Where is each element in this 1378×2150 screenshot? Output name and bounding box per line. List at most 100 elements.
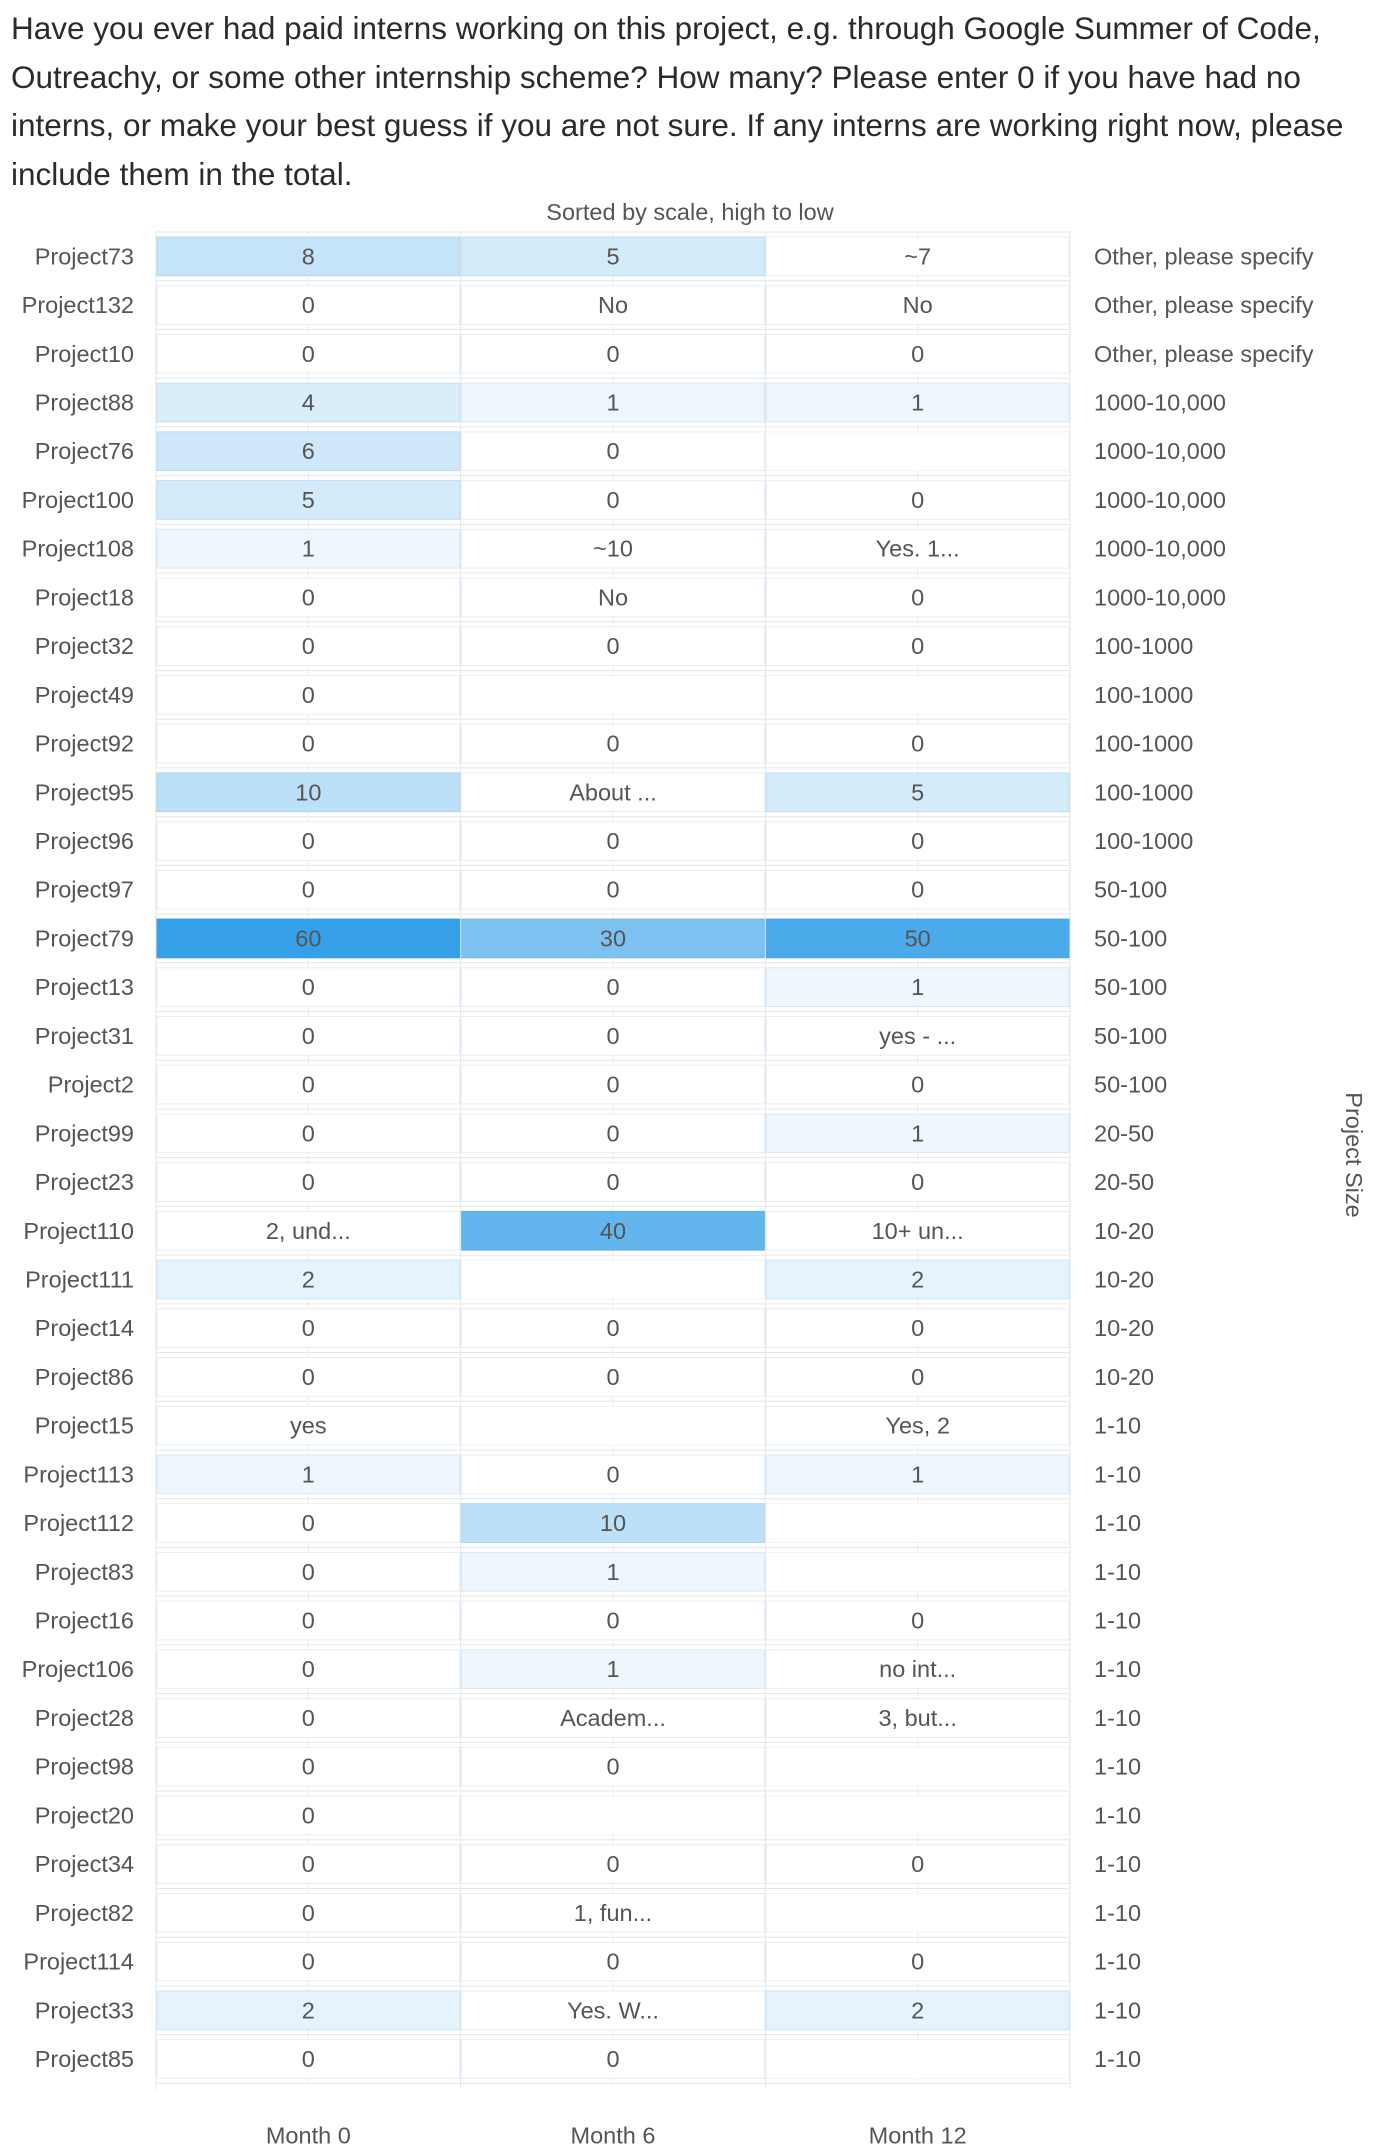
heatmap-cell: [156, 1844, 461, 1884]
column-label: Month 12: [869, 2122, 967, 2148]
size-label: 1-10: [1094, 2046, 1141, 2072]
size-label: 1-10: [1094, 1949, 1141, 1975]
size-label: 1-10: [1094, 1851, 1141, 1877]
cell-label: 4: [302, 390, 315, 416]
cell-label: 0: [302, 292, 315, 318]
cell-label: 0: [302, 1120, 315, 1146]
size-label: 10-20: [1094, 1266, 1154, 1292]
size-label: 1-10: [1094, 1559, 1141, 1585]
heatmap-cell: [461, 1649, 765, 1690]
row-label: Project13: [35, 974, 134, 1000]
cell-label: 0: [606, 1949, 619, 1975]
cell-label: ~10: [593, 536, 633, 562]
cell-label: 1: [911, 1461, 924, 1487]
heatmap-cell: [765, 1357, 1070, 1397]
row-label: Project76: [35, 438, 134, 464]
cell-label: No: [903, 292, 933, 318]
heatmap-cell: [461, 528, 765, 569]
cell-label: 0: [302, 1559, 315, 1585]
heatmap-cell: [765, 1162, 1070, 1202]
cell-label: 10: [295, 779, 321, 805]
cell-label: 2: [911, 1266, 924, 1292]
size-label: 50-100: [1094, 877, 1167, 903]
cell-label: no int...: [879, 1656, 956, 1682]
row-label: Project114: [23, 1949, 134, 1975]
row-label: Project23: [35, 1169, 134, 1195]
cell-label: 1: [911, 974, 924, 1000]
size-label: 1-10: [1094, 1997, 1141, 2023]
row-label: Project33: [35, 1997, 134, 2023]
heatmap-cell: [156, 1551, 461, 1592]
heatmap-cell: [461, 1016, 765, 1056]
heatmap-cell: [461, 821, 765, 861]
heatmap-cell-empty: [765, 1892, 1070, 1933]
heatmap-cell-empty: [765, 431, 1070, 472]
cell-label: 0: [302, 1510, 315, 1536]
cell-label: 5: [911, 779, 924, 805]
cell-label: 0: [302, 731, 315, 757]
heatmap-cell: [765, 480, 1070, 520]
cell-label: 2, und...: [266, 1218, 351, 1244]
column-label: Month 6: [571, 2122, 656, 2148]
heatmap-cell: [156, 1308, 461, 1349]
size-label: 1-10: [1094, 1754, 1141, 1780]
size-label: 20-50: [1094, 1169, 1154, 1195]
heatmap-cell: [765, 1308, 1070, 1349]
size-label: 1-10: [1094, 1413, 1141, 1439]
row-labels: Project73 Project132 Project10 Project88 Pro…: [22, 243, 134, 2072]
heatmap-cell: [461, 918, 765, 959]
cell-label: 0: [606, 1315, 619, 1341]
heatmap-cell: [156, 1454, 461, 1495]
size-label: 1-10: [1094, 1705, 1141, 1731]
cell-label: 0: [606, 2046, 619, 2072]
row-label: Project108: [22, 536, 134, 562]
row-label: Project15: [35, 1413, 134, 1439]
cell-label: Academ...: [560, 1705, 666, 1731]
row-label: Project106: [22, 1656, 134, 1682]
heatmap-cell: [461, 1113, 765, 1154]
heatmap-cell: [461, 1162, 765, 1202]
heatmap-cell: [765, 1698, 1070, 1738]
cell-label: 1: [302, 536, 315, 562]
heatmap-cell: [765, 285, 1070, 325]
cell-label: yes: [290, 1413, 327, 1439]
heatmap-cell: [461, 1844, 765, 1884]
heatmap-cell: [461, 431, 765, 472]
size-labels: Other, please specify Other, please speci…: [1094, 243, 1314, 2072]
row-label: Project95: [35, 779, 134, 805]
cell-label: 1: [606, 390, 619, 416]
cell-label: 0: [911, 1949, 924, 1975]
heatmap-cell: [765, 967, 1070, 1008]
heatmap-cell: [461, 723, 765, 764]
cell-label: 0: [302, 682, 315, 708]
heatmap-cell-empty: [461, 1795, 765, 1836]
size-label: Other, please specify: [1094, 243, 1314, 269]
cell-label: 5: [606, 243, 619, 269]
cell-label: 0: [302, 1705, 315, 1731]
grid-lines: [155, 231, 1071, 2090]
heatmap-cell: [156, 285, 461, 325]
cell-label: 5: [302, 487, 315, 513]
heatmap-cell: [461, 236, 765, 277]
cell-label: 0: [911, 1364, 924, 1390]
heatmap-cell: [461, 1746, 765, 1787]
cell-label: No: [598, 584, 628, 610]
row-label: Project18: [35, 584, 134, 610]
cell-label: Yes. 1...: [876, 536, 960, 562]
size-label: 1-10: [1094, 1656, 1141, 1682]
row-label: Project86: [35, 1364, 134, 1390]
size-label: 1-10: [1094, 1900, 1141, 1926]
cell-label: 30: [600, 925, 626, 951]
cell-label: 0: [302, 1364, 315, 1390]
heatmap-cell: [461, 869, 765, 910]
size-label: 100-1000: [1094, 828, 1193, 854]
heatmap-cell: [765, 1064, 1070, 1105]
heatmap-cell: [156, 1064, 461, 1105]
cell-label: 0: [911, 828, 924, 854]
cell-label: 0: [911, 1608, 924, 1634]
heatmap-cell: [461, 626, 765, 666]
heatmap-cell: [461, 577, 765, 618]
heatmap-cell: [765, 1941, 1070, 1982]
row-label: Project100: [22, 487, 134, 513]
cell-label: 0: [606, 341, 619, 367]
